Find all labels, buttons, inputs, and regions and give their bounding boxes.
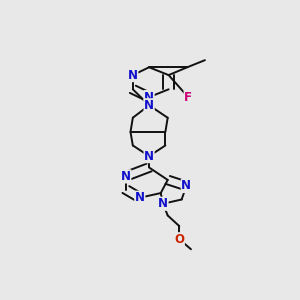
Text: N: N — [144, 99, 154, 112]
Text: N: N — [144, 91, 154, 103]
Text: N: N — [121, 170, 131, 183]
Text: F: F — [184, 91, 192, 103]
Text: N: N — [144, 150, 154, 163]
Text: N: N — [135, 191, 145, 204]
Text: N: N — [158, 197, 168, 210]
Text: N: N — [181, 179, 191, 193]
Text: O: O — [174, 233, 184, 246]
Text: N: N — [128, 69, 138, 82]
